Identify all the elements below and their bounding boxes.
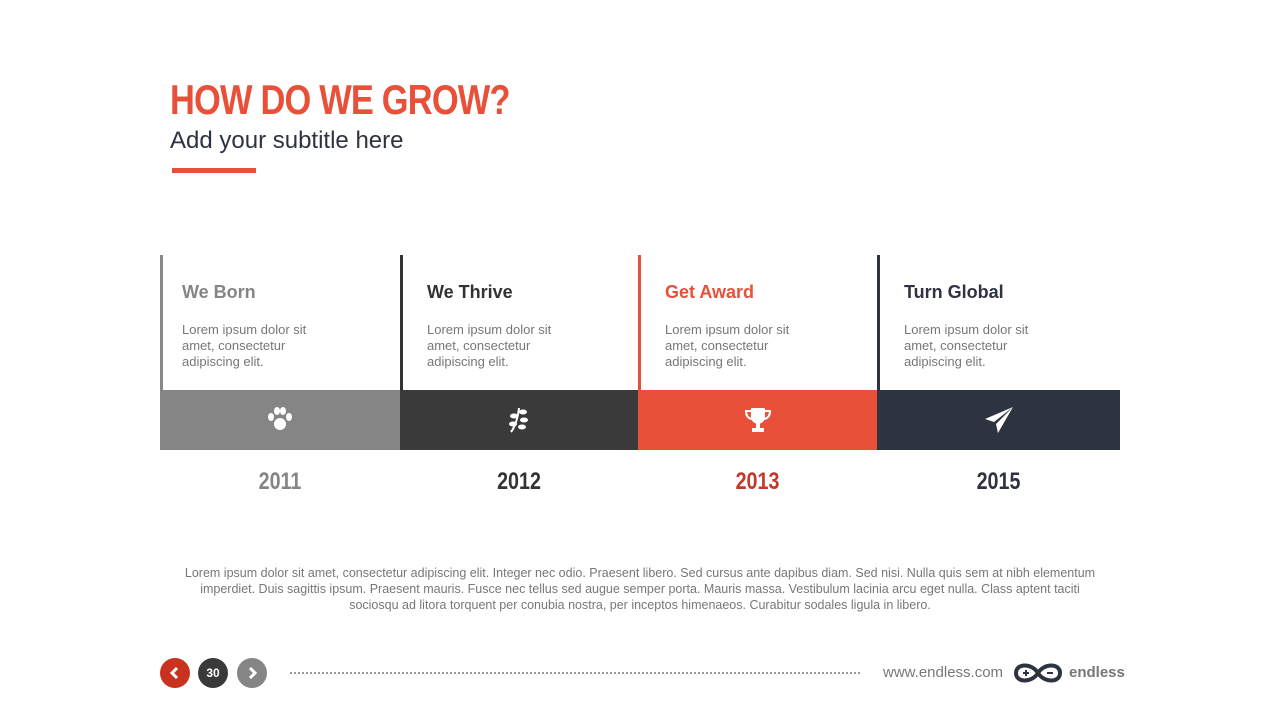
dotted-line: [290, 672, 860, 674]
item-year: 2012: [497, 468, 541, 495]
item-icon: [744, 408, 771, 432]
item-text: Lorem ipsum dolor sit amet, consectetur …: [665, 322, 790, 369]
icon-band: [877, 390, 1120, 450]
icon-band: [160, 390, 400, 450]
prev-button[interactable]: [160, 658, 190, 688]
body-text: Lorem ipsum dolor sit amet, consectetur …: [184, 566, 1096, 612]
divider: [400, 255, 403, 390]
icon-band: [400, 390, 638, 450]
subtitle: Add your subtitle here: [170, 127, 404, 154]
item-icon: [984, 407, 1013, 433]
icon-band: [638, 390, 877, 450]
item-title: We Born: [182, 282, 256, 302]
item-title: Turn Global: [904, 282, 1004, 302]
prev-icon: [169, 666, 179, 680]
item-year: 2013: [735, 468, 780, 495]
item-year: 2011: [258, 468, 302, 495]
next-button[interactable]: [237, 658, 267, 688]
item-icon: [268, 407, 292, 430]
url: www.endless.com: [883, 664, 1004, 681]
title-rule: [172, 168, 256, 173]
item-year: 2015: [976, 468, 1021, 495]
divider: [877, 255, 880, 390]
divider: [160, 255, 163, 390]
item-icon: [509, 407, 528, 433]
item-text: Lorem ipsum dolor sit amet, consectetur …: [427, 322, 552, 369]
page-number: 30: [198, 658, 228, 688]
item-text: Lorem ipsum dolor sit amet, consectetur …: [904, 322, 1029, 369]
logo: [1013, 663, 1063, 683]
title: HOW DO WE GROW?: [170, 76, 511, 123]
item-title: We Thrive: [427, 282, 513, 302]
brand: endless: [1069, 664, 1125, 681]
item-text: Lorem ipsum dolor sit amet, consectetur …: [182, 322, 307, 369]
divider: [638, 255, 641, 390]
item-title: Get Award: [665, 282, 755, 302]
next-icon: [248, 666, 258, 680]
